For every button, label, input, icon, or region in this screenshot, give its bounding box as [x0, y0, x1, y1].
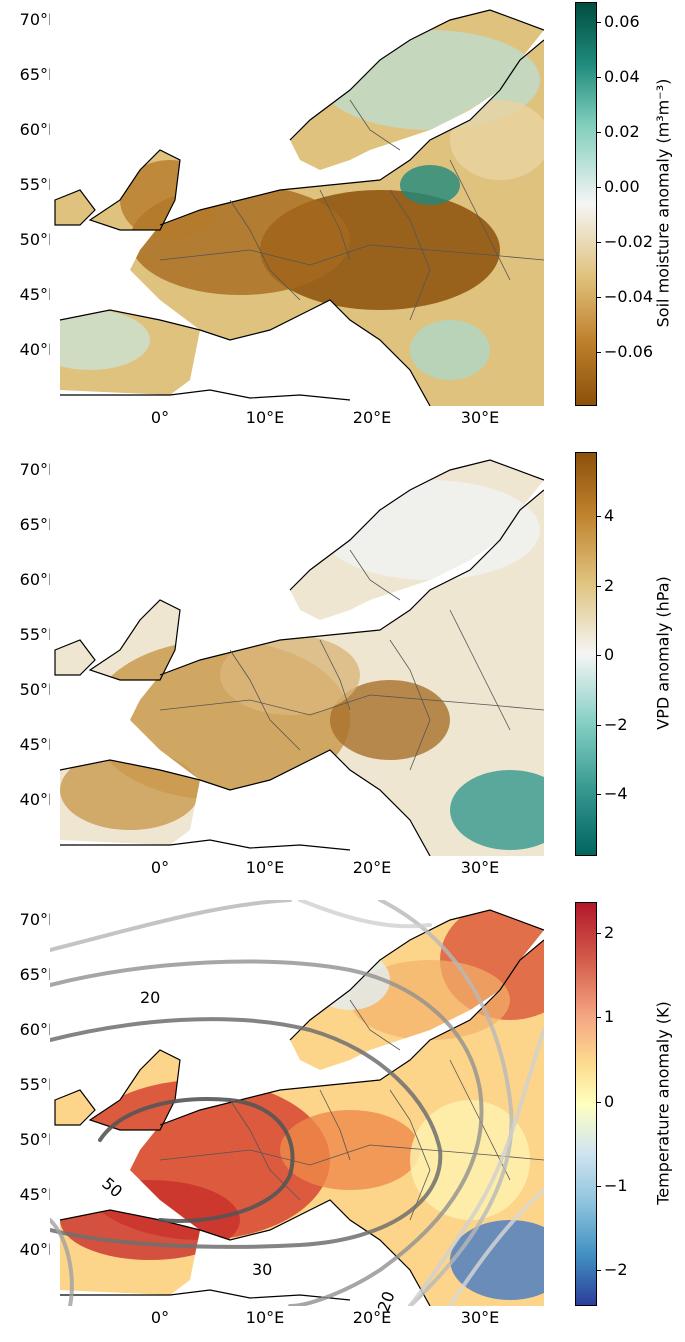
colorbar-tick: 0: [595, 1092, 614, 1111]
lon-label-20e: 20°E: [352, 858, 392, 877]
lon-label-30e: 30°E: [460, 858, 500, 877]
lat-label-40: 40°N: [19, 1240, 60, 1259]
colorbar-tick: 0: [595, 645, 614, 664]
lat-label-50: 50°N: [19, 680, 60, 699]
colorbar-tick: −2: [596, 715, 628, 734]
colorbar-soil-moisture: [575, 2, 597, 406]
contour-line: [408, 1028, 544, 1306]
lat-label-40: 40°N: [19, 790, 60, 809]
colorbar-tick: 4: [595, 506, 614, 525]
colorbar-vpd: [575, 452, 597, 856]
colorbar-tick: 0.04: [596, 67, 640, 86]
panel-a: a 70°N 65°N 60°N 55°N 50°N 45°N 40°N: [0, 0, 685, 442]
colorbar-tick: 0.06: [596, 12, 640, 31]
contour-line: [298, 900, 432, 929]
lat-label-50: 50°N: [19, 230, 60, 249]
contour-line: [448, 1188, 544, 1306]
colorbar-temperature: [575, 902, 597, 1306]
lat-label-50: 50°N: [19, 1130, 60, 1149]
lat-label-55: 55°N: [19, 1075, 60, 1094]
lon-label-20e: 20°E: [352, 1308, 392, 1327]
contour-line: [98, 1097, 295, 1223]
colorbar-ticks: 0.06 0.04 0.02 0.00 −0.02 −0.04 −0.06: [595, 0, 677, 406]
colorbar-label: VPD anomaly (hPa): [653, 576, 673, 730]
contour-line: [50, 900, 292, 952]
colorbar-tick: 2: [595, 576, 614, 595]
contour-label-20: 20: [140, 988, 161, 1007]
lon-label-0: 0°: [150, 408, 170, 427]
colorbar-tick: −0.02: [595, 232, 653, 251]
colorbar-tick: −4: [596, 784, 628, 803]
contour-line: [378, 900, 514, 1306]
colorbar-tick: 0.02: [596, 122, 640, 141]
lat-label-65: 65°N: [19, 65, 60, 84]
contour-line: [50, 1017, 443, 1249]
lat-label-60: 60°N: [19, 570, 60, 589]
lat-label-55: 55°N: [19, 175, 60, 194]
colorbar-tick: −0.06: [595, 342, 653, 361]
lon-label-0: 0°: [150, 1308, 170, 1327]
lat-label-45: 45°N: [19, 285, 60, 304]
lon-label-30e: 30°E: [460, 1308, 500, 1327]
lat-label-45: 45°N: [19, 735, 60, 754]
lat-label-60: 60°N: [19, 120, 60, 139]
lon-label-0: 0°: [150, 858, 170, 877]
contour-line: [50, 959, 484, 1306]
lat-label-40: 40°N: [19, 340, 60, 359]
colorbar-tick: 2: [595, 923, 614, 942]
lon-label-20e: 20°E: [352, 408, 392, 427]
lat-label-65: 65°N: [19, 515, 60, 534]
lat-label-65: 65°N: [19, 965, 60, 984]
lat-label-55: 55°N: [19, 625, 60, 644]
colorbar-label: Temperature anomaly (K): [653, 1001, 673, 1205]
colorbar-ticks: 2 1 0 −1 −2: [595, 900, 677, 1306]
lon-label-30e: 30°E: [460, 408, 500, 427]
lon-label-10e: 10°E: [245, 1308, 285, 1327]
lat-label-70: 70°N: [19, 10, 60, 29]
vpd-map: [50, 450, 544, 856]
panel-c: c 70°N 65°N 60°N 55°N 50°N 45°N 40°N: [0, 900, 685, 1342]
lon-label-10e: 10°E: [245, 858, 285, 877]
contour-label-30: 30: [252, 1260, 273, 1279]
lat-label-70: 70°N: [19, 460, 60, 479]
colorbar-label: Soil moisture anomaly (m³m⁻³): [653, 78, 673, 328]
lat-label-45: 45°N: [19, 1185, 60, 1204]
colorbar-tick: −1: [596, 1176, 628, 1195]
lat-label-70: 70°N: [19, 910, 60, 929]
temperature-map: [50, 900, 544, 1306]
colorbar-ticks: 4 2 0 −2 −4: [595, 450, 677, 856]
panel-b: b 70°N 65°N 60°N 55°N 50°N 45°N 40°N: [0, 450, 685, 892]
lon-label-10e: 10°E: [245, 408, 285, 427]
colorbar-tick: −0.04: [595, 287, 653, 306]
soil-moisture-map: [50, 0, 544, 406]
colorbar-tick: 1: [595, 1007, 614, 1026]
colorbar-tick: −2: [596, 1260, 628, 1279]
colorbar-tick: 0.00: [596, 177, 640, 196]
lat-label-60: 60°N: [19, 1020, 60, 1039]
contour-line: [50, 1218, 74, 1306]
